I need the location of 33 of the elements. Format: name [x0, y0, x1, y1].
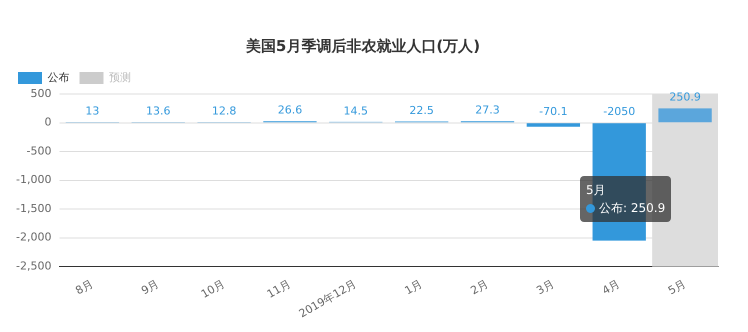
- x-tick-label: 10月: [198, 277, 228, 301]
- y-tick-label: -1,500: [16, 202, 52, 215]
- y-tick-label: 500: [30, 86, 52, 100]
- y-tick-label: -500: [26, 144, 52, 158]
- data-label: 12.8: [212, 104, 236, 118]
- data-label: 13: [85, 104, 100, 118]
- data-label: -70.1: [539, 105, 568, 118]
- data-label: 14.5: [344, 104, 368, 118]
- annotation: 公布: 250.9: [599, 200, 666, 217]
- y-tick-label: -2,000: [16, 230, 52, 244]
- x-tick-label: 4月: [600, 277, 622, 298]
- data-label: 13.6: [146, 104, 170, 118]
- data-label: 27.3: [475, 104, 500, 117]
- x-tick-label: 5月: [666, 277, 688, 298]
- x-tick-label: 3月: [534, 277, 556, 298]
- x-tick-label: 11月: [264, 277, 293, 301]
- legend-label: 预测: [109, 70, 131, 84]
- y-tick-label: 0: [44, 116, 52, 129]
- x-tick-label: 9月: [139, 277, 162, 298]
- legend-label: 公布: [48, 70, 70, 84]
- chart-title: 美国5月季调后非农就业人口(万人): [244, 36, 480, 55]
- x-tick-label: 2月: [468, 277, 490, 298]
- y-tick-label: -1,000: [16, 173, 52, 186]
- data-label: 22.5: [409, 104, 434, 117]
- bar: [658, 108, 712, 122]
- x-tick-label: 8月: [73, 277, 96, 298]
- x-tick-label: 1月: [402, 277, 425, 298]
- data-label: -2050: [603, 105, 636, 118]
- data-label: 250.9: [669, 90, 701, 104]
- data-label: 26.6: [278, 104, 302, 117]
- bar: [526, 123, 580, 127]
- y-tick-label: -2,500: [16, 259, 52, 272]
- annotation: 5月: [586, 182, 607, 199]
